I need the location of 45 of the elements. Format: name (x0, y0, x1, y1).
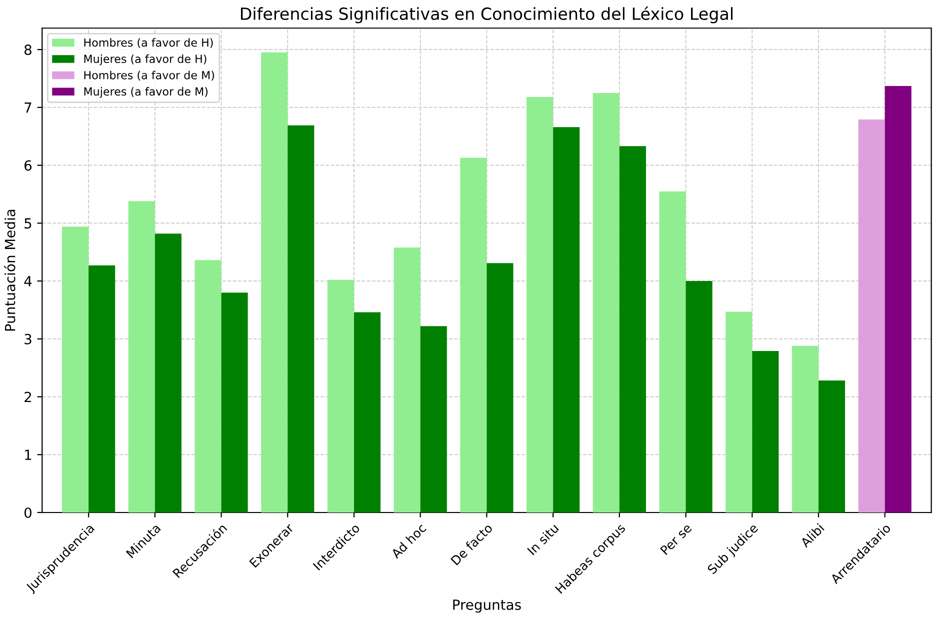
bar (88, 265, 116, 512)
x-tick-label: Per se (660, 522, 692, 556)
bar (128, 201, 155, 512)
bar (619, 146, 646, 512)
bar (354, 312, 381, 512)
bar (486, 263, 514, 512)
bar (686, 281, 712, 512)
y-tick-label: 3 (24, 334, 32, 344)
bar (752, 351, 779, 512)
y-tick-label: 2 (24, 392, 32, 402)
legend-label: Hombres (a favor de H) (84, 38, 213, 48)
bar (154, 234, 182, 512)
bar (592, 92, 620, 512)
x-tick-label: Ad hoc (390, 522, 427, 560)
y-tick-label: 1 (25, 450, 32, 460)
y-axis-title: Puntuación Media (4, 210, 16, 331)
bar (858, 120, 885, 512)
bar (194, 260, 222, 512)
bar (884, 86, 912, 512)
bar (659, 191, 686, 512)
y-tick-label: 8 (24, 44, 32, 56)
y-tick-label: 6 (24, 160, 32, 171)
bar (460, 158, 487, 512)
y-tick-label: 7 (24, 102, 32, 113)
bar (394, 247, 420, 512)
y-tick-label: 0 (24, 507, 32, 518)
bar (526, 96, 554, 512)
x-axis-title: Preguntas (453, 600, 521, 613)
bar (553, 127, 580, 512)
bar (726, 312, 752, 512)
y-tick-label: 5 (24, 218, 32, 229)
chart-title: Diferencias Significativas en Conocimiento del Léxico Legal (241, 6, 733, 24)
legend-label: Hombres (a favor de M) (84, 70, 214, 81)
y-tick-label: 4 (24, 276, 32, 286)
bar (420, 326, 447, 512)
bar (327, 280, 354, 512)
bar (62, 226, 89, 512)
bar (818, 380, 846, 512)
x-tick-label: In situ (526, 523, 560, 556)
bar (221, 292, 248, 512)
bar (792, 346, 819, 512)
bar (288, 125, 314, 512)
legend-label: Mujeres (a favor de H) (84, 54, 206, 66)
legend-label: Mujeres (a favor de M) (84, 87, 208, 98)
bar (261, 52, 288, 512)
